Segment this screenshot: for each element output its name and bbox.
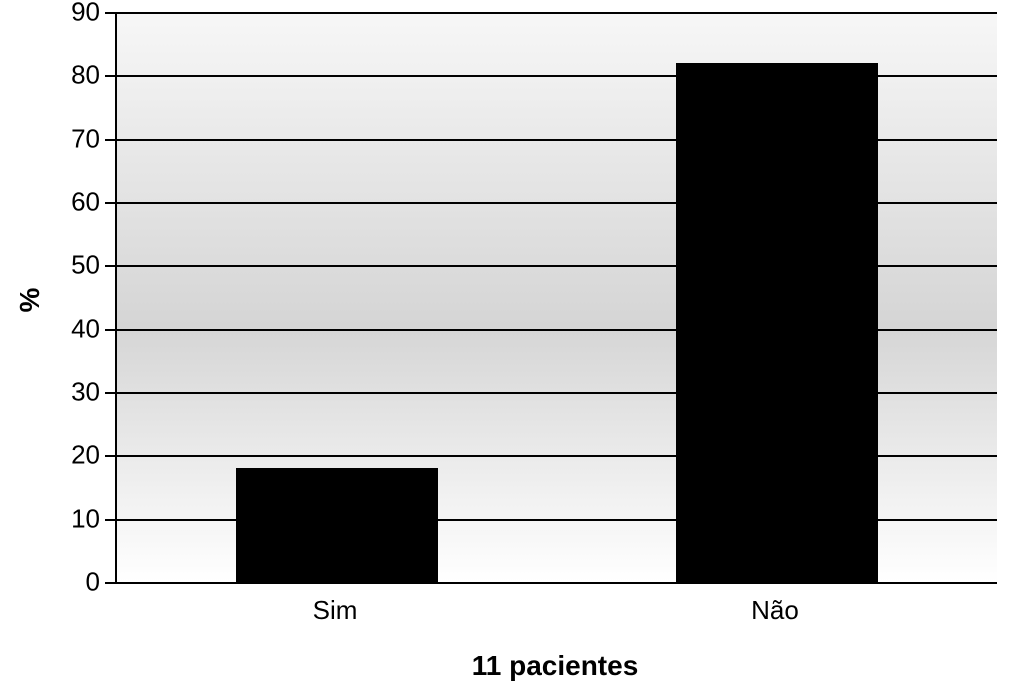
y-tick-mark <box>105 455 115 457</box>
y-tick-mark <box>105 75 115 77</box>
y-tick-mark <box>105 202 115 204</box>
x-axis-label: 11 pacientes <box>472 650 639 682</box>
plot-area <box>115 12 997 584</box>
y-tick-mark <box>105 582 115 584</box>
bar <box>236 468 438 582</box>
y-tick-label: 10 <box>71 503 100 534</box>
y-tick-mark <box>105 12 115 14</box>
y-tick-label: 40 <box>71 313 100 344</box>
y-tick-mark <box>105 519 115 521</box>
y-tick-mark <box>105 392 115 394</box>
y-tick-label: 30 <box>71 377 100 408</box>
y-tick-mark <box>105 265 115 267</box>
category-label: Sim <box>313 595 358 626</box>
y-tick-label: 50 <box>71 250 100 281</box>
y-axis-label: % <box>14 288 46 313</box>
category-label: Não <box>751 595 799 626</box>
y-tick-label: 90 <box>71 0 100 28</box>
y-tick-mark <box>105 329 115 331</box>
bar-chart: % 11 pacientes 0 10 20 30 40 50 60 70 80 90 Sim Não <box>0 0 1023 692</box>
y-tick-label: 0 <box>86 567 100 598</box>
bar <box>676 63 878 582</box>
y-tick-label: 20 <box>71 440 100 471</box>
y-tick-mark <box>105 139 115 141</box>
y-tick-label: 60 <box>71 187 100 218</box>
y-tick-label: 70 <box>71 123 100 154</box>
gridline <box>117 12 997 14</box>
y-tick-label: 80 <box>71 60 100 91</box>
